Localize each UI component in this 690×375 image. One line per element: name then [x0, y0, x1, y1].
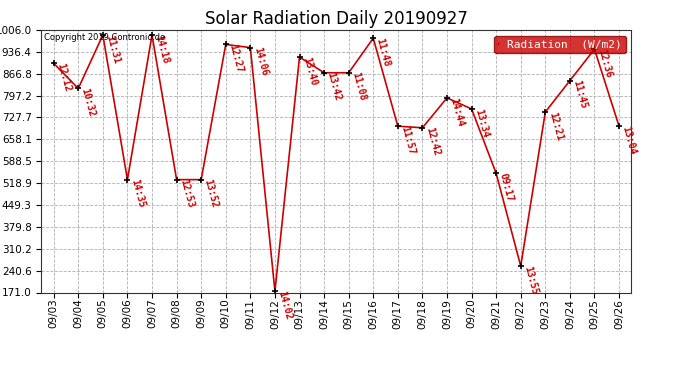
Text: 12:42: 12:42	[424, 126, 441, 158]
Text: 13:34: 13:34	[473, 108, 490, 138]
Text: 14:44: 14:44	[448, 96, 466, 128]
Text: 13:42: 13:42	[326, 71, 343, 102]
Text: 12:36: 12:36	[596, 48, 613, 79]
Text: 13:52: 13:52	[203, 178, 220, 209]
Text: 13:04: 13:04	[620, 125, 638, 156]
Text: 11:31: 11:31	[104, 34, 121, 64]
Text: Copyright 2019 Contronic.de: Copyright 2019 Contronic.de	[44, 33, 166, 42]
Text: 14:02: 14:02	[276, 290, 293, 321]
Text: 09:17: 09:17	[497, 172, 515, 203]
Text: 12:21: 12:21	[546, 111, 564, 142]
Text: 11:08: 11:08	[350, 71, 367, 102]
Text: 12:27: 12:27	[227, 43, 244, 74]
Text: 14:35: 14:35	[129, 178, 146, 209]
Text: 13:55: 13:55	[522, 265, 540, 296]
Text: 11:57: 11:57	[400, 125, 417, 156]
Text: 12:53: 12:53	[178, 178, 195, 209]
Text: 11:48: 11:48	[375, 37, 392, 68]
Text: 12:12: 12:12	[55, 62, 72, 93]
Text: 13:40: 13:40	[301, 56, 318, 87]
Text: 14:06: 14:06	[252, 46, 269, 77]
Text: 14:18: 14:18	[153, 34, 170, 64]
Text: 10:32: 10:32	[79, 87, 97, 118]
Text: 11:45: 11:45	[571, 79, 589, 110]
Title: Solar Radiation Daily 20190927: Solar Radiation Daily 20190927	[205, 10, 468, 28]
Legend: Radiation  (W/m2): Radiation (W/m2)	[494, 36, 626, 53]
